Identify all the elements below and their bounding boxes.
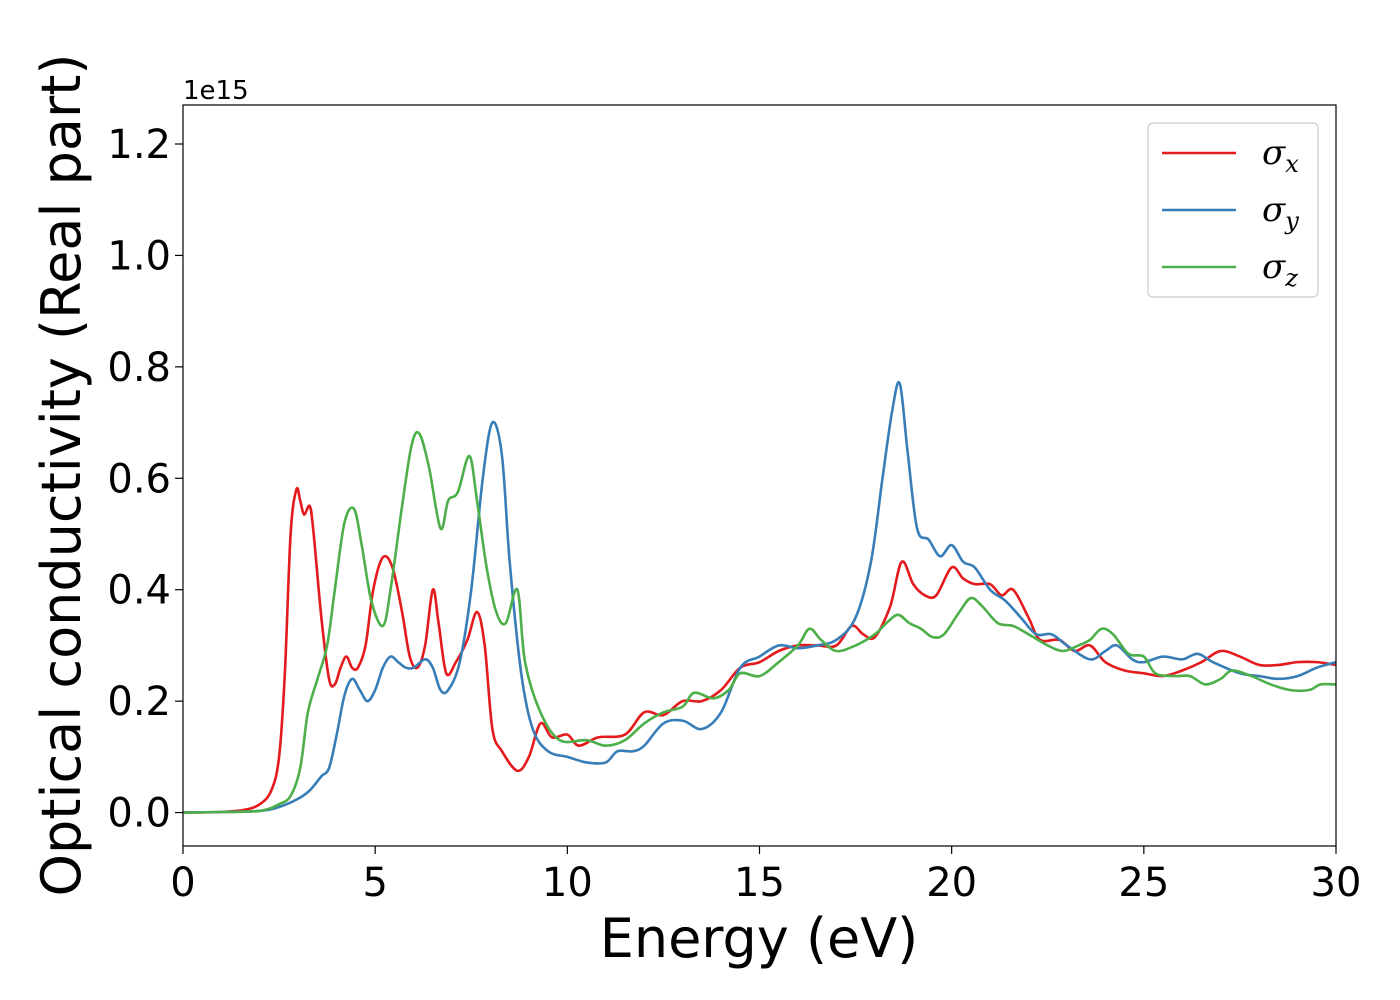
series-line-sigma-z	[183, 430, 1336, 814]
y-tick-label: 0.4	[107, 568, 171, 614]
plot-background	[183, 105, 1336, 846]
y-axis-label: Optical conductivity (Real part)	[30, 54, 93, 897]
x-tick-label: 30	[1311, 860, 1362, 906]
x-axis-label: Energy (eV)	[600, 907, 919, 970]
x-tick-label: 25	[1118, 860, 1169, 906]
y-axis: 0.0 0.2 0.4 0.6 0.8 1.0 1.2	[107, 122, 183, 837]
y-tick-label: 0.0	[107, 791, 171, 837]
series-layer	[183, 380, 1336, 814]
x-tick-label: 0	[170, 860, 195, 906]
y-tick-label: 0.6	[107, 456, 171, 502]
y-offset-label: 1e15	[183, 76, 249, 106]
y-tick-label: 1.2	[107, 122, 171, 168]
y-tick-label: 1.0	[107, 233, 171, 279]
y-tick-label: 0.8	[107, 345, 171, 391]
x-tick-label: 15	[734, 860, 785, 906]
x-tick-label: 20	[926, 860, 977, 906]
y-tick-label: 0.2	[107, 679, 171, 725]
x-tick-label: 5	[362, 860, 387, 906]
series-line-sigma-y	[183, 380, 1336, 814]
x-axis: 0 5 10 15 20 25 30	[170, 846, 1361, 906]
x-tick-label: 10	[542, 860, 593, 906]
